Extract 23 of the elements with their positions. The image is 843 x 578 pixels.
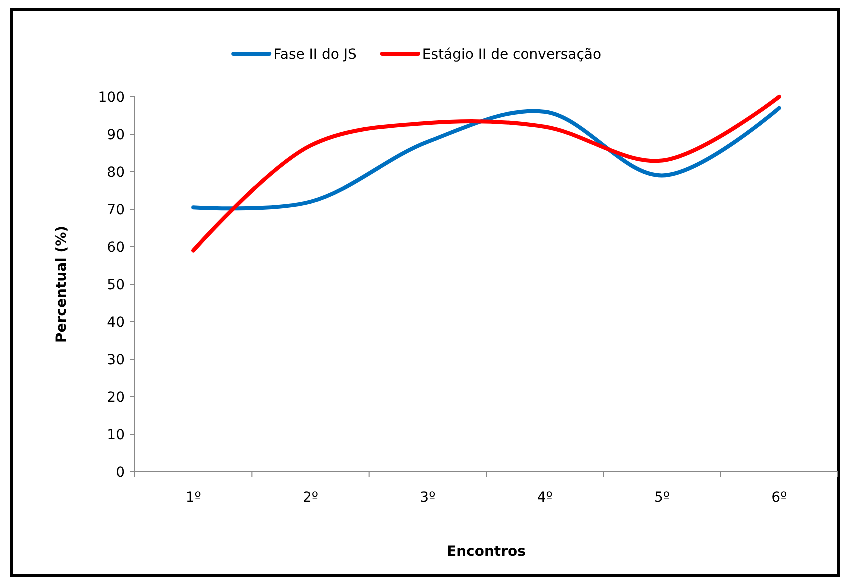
line-series — [192, 95, 782, 253]
y-tick-label: 100 — [98, 90, 125, 106]
x-tick-label: 6º — [772, 490, 788, 506]
x-tick-label: 3º — [420, 490, 436, 506]
y-tick-label: 30 — [107, 352, 125, 368]
y-tick-label: 10 — [107, 427, 125, 444]
y-tick-label: 50 — [107, 277, 125, 294]
line-series — [192, 106, 782, 211]
x-tick-label: 2º — [302, 490, 319, 506]
y-axis-title: Percentual (%) — [54, 226, 70, 344]
x-tick-label: 1º — [186, 490, 202, 506]
y-tick-label: 90 — [107, 127, 125, 144]
y-tick-label: 40 — [107, 314, 125, 331]
y-tick-label: 0 — [116, 464, 125, 481]
y-tick-label: 20 — [107, 390, 125, 406]
x-tick-label: 4º — [537, 490, 553, 506]
x-tick-label: 5º — [654, 490, 670, 506]
x-axis-title: Encontros — [447, 544, 526, 560]
y-tick-label: 80 — [107, 164, 125, 181]
y-tick-label: 60 — [107, 240, 125, 256]
legend-label: Estágio II de conversação — [422, 46, 602, 63]
y-tick-label: 70 — [107, 202, 125, 218]
legend-label: Fase II do JS — [274, 46, 358, 63]
